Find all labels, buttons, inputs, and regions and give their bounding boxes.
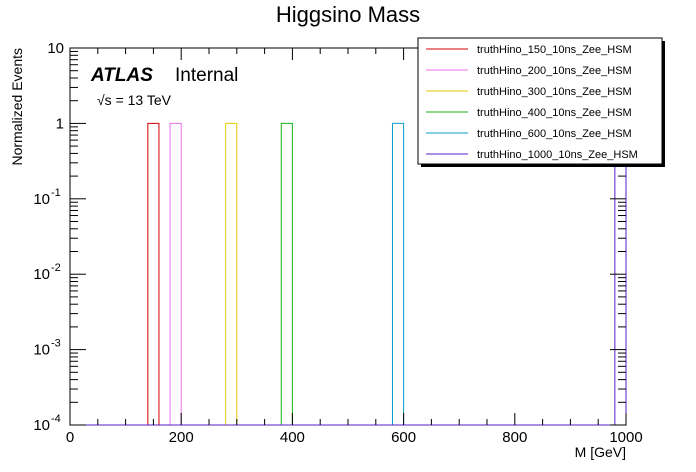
x-axis-title: M [GeV] bbox=[575, 444, 626, 460]
y-tick-label: 10 bbox=[47, 40, 64, 57]
x-tick-label: 0 bbox=[66, 429, 74, 446]
y-tick-label: 10 bbox=[33, 266, 50, 283]
legend: truthHino_150_10ns_Zee_HSM truthHino_200_… bbox=[417, 37, 665, 167]
series-3-line bbox=[70, 122, 626, 426]
chart-title: Higgsino Mass bbox=[276, 2, 420, 27]
legend-entry: truthHino_600_10ns_Zee_HSM bbox=[477, 128, 632, 140]
legend-entry: truthHino_150_10ns_Zee_HSM bbox=[477, 44, 632, 56]
x-tick-label: 600 bbox=[391, 429, 416, 446]
series-2-line bbox=[70, 122, 626, 426]
y-tick-label: 10 bbox=[33, 191, 50, 208]
internal-label: Internal bbox=[175, 65, 238, 86]
y-tick-exponent: -3 bbox=[51, 338, 61, 350]
legend-box bbox=[417, 37, 663, 165]
energy-label: √s = 13 TeV bbox=[97, 92, 172, 108]
series-1-line bbox=[70, 122, 626, 426]
y-tick-label: 10 bbox=[33, 417, 50, 434]
legend-entry: truthHino_200_10ns_Zee_HSM bbox=[477, 65, 632, 77]
legend-entry: truthHino_1000_10ns_Zee_HSM bbox=[477, 149, 638, 161]
atlas-label: ATLAS bbox=[90, 65, 153, 86]
legend-entry: truthHino_400_10ns_Zee_HSM bbox=[477, 107, 632, 119]
y-axis-title: Normalized Events bbox=[9, 48, 25, 166]
series-layer bbox=[70, 122, 627, 426]
x-tick-label: 800 bbox=[502, 429, 527, 446]
x-tick-label: 400 bbox=[280, 429, 305, 446]
y-tick-exponent: -2 bbox=[51, 262, 61, 274]
y-tick-exponent: -1 bbox=[51, 187, 61, 199]
legend-entry: truthHino_300_10ns_Zee_HSM bbox=[477, 86, 632, 98]
y-tick-exponent: -4 bbox=[51, 413, 61, 425]
x-tick-label: 1000 bbox=[609, 429, 642, 446]
series-4-line bbox=[70, 122, 626, 426]
x-tick-label: 200 bbox=[169, 429, 194, 446]
series-6-line bbox=[70, 122, 627, 426]
y-tick-label: 1 bbox=[56, 115, 64, 132]
y-tick-label: 10 bbox=[33, 342, 50, 359]
series-5-line bbox=[70, 122, 626, 426]
